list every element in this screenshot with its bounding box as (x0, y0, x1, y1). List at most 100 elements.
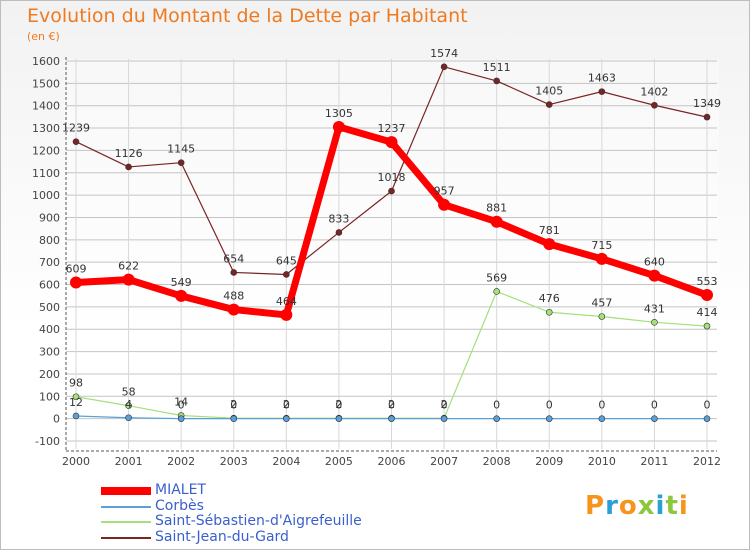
data-point (648, 269, 661, 282)
data-point (125, 163, 132, 171)
data-point (438, 198, 451, 211)
data-point (335, 415, 343, 422)
data-label: 1511 (483, 61, 511, 74)
data-label: 622 (118, 260, 139, 273)
data-label: 0 (441, 399, 448, 412)
data-label: 553 (697, 275, 718, 288)
data-label: 0 (178, 399, 185, 412)
y-tick-label: 1000 (32, 189, 60, 202)
x-tick-label: 2008 (483, 455, 511, 468)
data-point (70, 276, 82, 289)
data-point (177, 415, 185, 422)
data-label: 2 (230, 398, 237, 411)
data-point (122, 273, 135, 286)
x-tick-label: 2001 (115, 455, 143, 468)
data-label: 2 (441, 398, 448, 411)
proxiti-logo: Proxiti (585, 491, 689, 521)
x-tick-label: 2005 (325, 455, 353, 468)
data-label: 1126 (115, 147, 143, 160)
data-label: 0 (704, 399, 711, 412)
y-tick-label: 200 (39, 368, 60, 381)
logo-letter: i (655, 491, 666, 521)
x-tick-label: 2012 (693, 455, 721, 468)
data-point (651, 319, 658, 326)
data-label: 2 (388, 398, 395, 411)
data-label: 1349 (693, 97, 721, 110)
data-label: 1405 (535, 85, 563, 98)
y-tick-label: 0 (53, 413, 60, 426)
data-point (595, 252, 608, 265)
legend-swatch (101, 537, 151, 539)
logo-letter: r (605, 491, 619, 521)
data-point (598, 88, 606, 95)
logo-letter: x (637, 491, 656, 521)
data-point (388, 187, 395, 195)
data-point (230, 415, 238, 422)
data-point (651, 101, 658, 109)
data-point (703, 113, 711, 121)
data-label: 0 (283, 399, 290, 412)
y-tick-label: 1100 (32, 167, 60, 180)
data-label: 98 (69, 377, 83, 390)
data-label: 1402 (640, 85, 668, 98)
logo-letter: i (678, 491, 689, 521)
data-point (175, 289, 188, 302)
data-label: 0 (388, 399, 395, 412)
data-label: 645 (276, 254, 297, 267)
data-point (125, 402, 132, 409)
data-point (283, 415, 290, 422)
legend-swatch (101, 506, 151, 508)
data-point (72, 138, 80, 145)
data-label: 0 (335, 399, 342, 412)
data-point (490, 215, 503, 228)
y-tick-label: 900 (39, 211, 60, 224)
data-label: 1018 (378, 171, 406, 184)
data-point (493, 77, 500, 85)
data-point (335, 229, 343, 236)
y-tick-label: 600 (39, 279, 60, 292)
data-label: 414 (697, 306, 718, 319)
data-label: 957 (434, 185, 455, 198)
y-tick-label: -100 (35, 435, 60, 448)
x-tick-label: 2006 (378, 455, 406, 468)
data-point (440, 63, 448, 71)
data-label: 457 (591, 296, 612, 309)
data-label: 1463 (588, 72, 616, 85)
y-tick-label: 1200 (32, 144, 60, 157)
data-label: 654 (223, 252, 244, 265)
data-point (545, 308, 553, 316)
data-point (651, 415, 658, 422)
y-tick-label: 300 (39, 346, 60, 359)
data-point (72, 412, 80, 420)
data-label: 569 (486, 271, 507, 284)
y-tick-label: 1400 (32, 100, 60, 113)
data-point (72, 393, 80, 401)
data-label: 0 (493, 399, 500, 412)
data-point (440, 415, 448, 422)
data-point (493, 415, 500, 422)
data-label: 2 (283, 398, 290, 411)
data-point (385, 136, 398, 149)
data-label: 609 (66, 263, 87, 276)
data-point (283, 271, 290, 278)
data-label: 476 (539, 292, 560, 305)
legend-label: Corbès (155, 498, 204, 514)
chart-title: Evolution du Montant de la Dette par Hab… (27, 5, 468, 27)
data-point (598, 415, 606, 422)
legend-swatch (101, 521, 151, 523)
data-label: 1574 (430, 47, 458, 60)
data-point (701, 289, 713, 302)
data-point (703, 322, 711, 330)
data-label: 881 (486, 202, 507, 215)
data-point (332, 120, 345, 133)
data-label: 833 (328, 212, 349, 225)
data-point (388, 415, 395, 422)
data-point (230, 269, 238, 276)
y-tick-label: 1300 (32, 122, 60, 135)
y-tick-label: 1500 (32, 77, 60, 90)
data-point (703, 415, 711, 422)
data-point (545, 415, 553, 422)
data-point (227, 303, 240, 316)
data-point (177, 159, 185, 167)
